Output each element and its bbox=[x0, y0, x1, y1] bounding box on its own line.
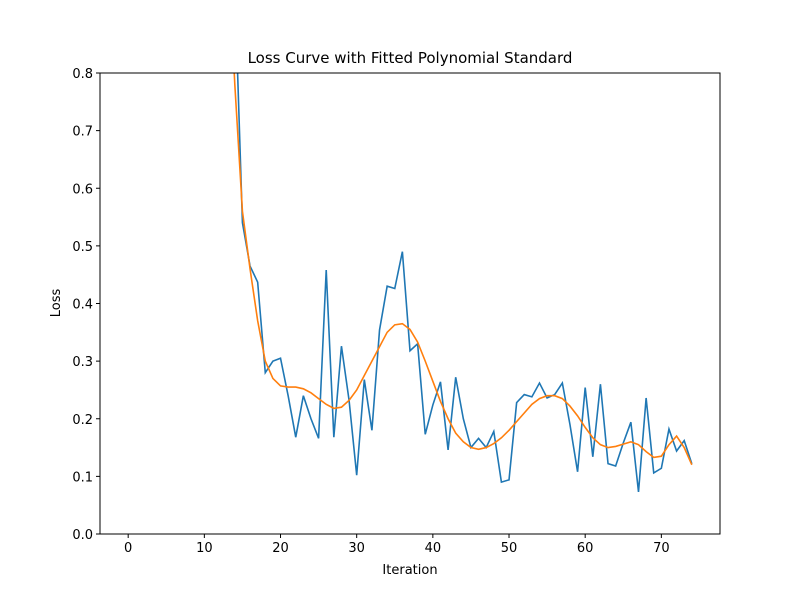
y-tick-label: 0.5 bbox=[72, 240, 93, 255]
x-tick-label: 30 bbox=[348, 541, 365, 556]
y-tick-label: 0.2 bbox=[72, 413, 93, 428]
chart-title: Loss Curve with Fitted Polynomial Standa… bbox=[248, 49, 573, 67]
plot-area bbox=[233, 73, 693, 493]
x-tick-label: 40 bbox=[425, 541, 442, 556]
y-axis-label: Loss bbox=[49, 289, 64, 318]
y-tick-label: 0.3 bbox=[72, 355, 93, 370]
axes-frame bbox=[99, 72, 721, 535]
y-tick-label: 0.4 bbox=[72, 298, 93, 313]
y-tick-label: 0.8 bbox=[72, 67, 93, 82]
series-line bbox=[236, 73, 693, 493]
x-tick-label: 20 bbox=[272, 541, 289, 556]
x-tick-label: 70 bbox=[653, 541, 670, 556]
series-line bbox=[233, 73, 693, 466]
x-tick-label: 10 bbox=[196, 541, 213, 556]
y-tick-label: 0.1 bbox=[72, 470, 93, 485]
x-tick-label: 50 bbox=[501, 541, 518, 556]
x-axis-label: Iteration bbox=[382, 563, 437, 578]
x-tick-label: 60 bbox=[577, 541, 594, 556]
y-tick-label: 0.0 bbox=[72, 528, 93, 543]
x-tick-label: 0 bbox=[124, 541, 132, 556]
y-tick-label: 0.7 bbox=[72, 125, 93, 140]
y-tick-label: 0.6 bbox=[72, 182, 93, 197]
